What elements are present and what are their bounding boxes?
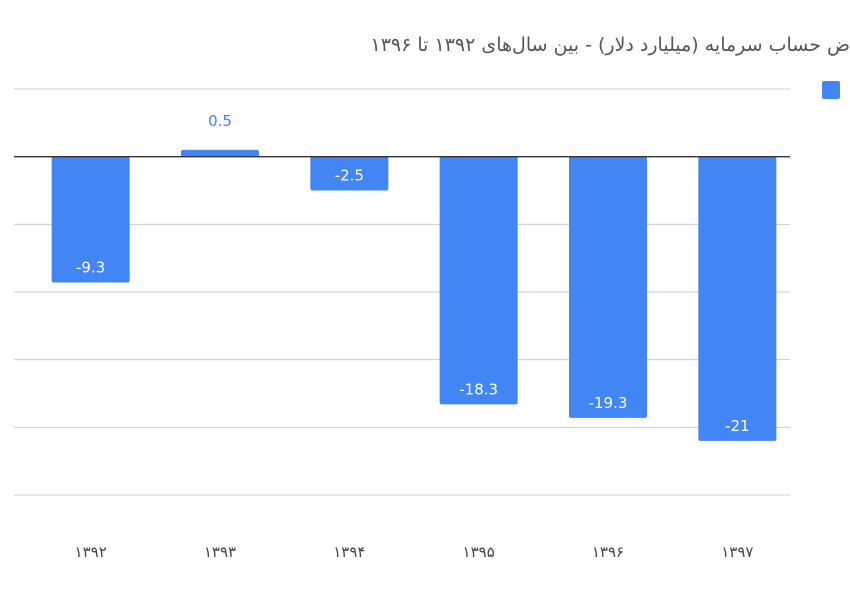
bars	[14, 149, 790, 441]
legend-swatch	[822, 81, 840, 99]
x-tick-label: ۱۳۹۲	[75, 543, 107, 561]
bar-۱۳۹۴	[310, 156, 389, 191]
bar-۱۳۹۳	[181, 149, 259, 157]
data-label: -2.5	[335, 167, 364, 185]
x-tick-label: ۱۳۹۷	[721, 543, 753, 561]
data-label: 0.5	[208, 112, 232, 130]
x-tick-label: ۱۳۹۳	[204, 543, 236, 561]
bar-۱۳۹۵	[439, 156, 518, 405]
data-label: -18.3	[459, 380, 498, 398]
data-label: -9.3	[76, 259, 105, 277]
bar-۱۳۹۶	[569, 156, 647, 418]
chart-title: ض حساب سرمایه (میلیارد دلار) - بین سال‌ه…	[370, 34, 850, 56]
x-tick-label: ۱۳۹۵	[463, 543, 495, 561]
data-labels: -9.3 0.5 -2.5 -18.3 -19.3 -21	[76, 112, 750, 435]
data-label: -19.3	[589, 394, 628, 412]
x-tick-labels: ۱۳۹۲ ۱۳۹۳ ۱۳۹۴ ۱۳۹۵ ۱۳۹۶ ۱۳۹۷	[75, 543, 754, 561]
bar-۱۳۹۷	[698, 156, 777, 441]
grid-lines	[14, 88, 790, 496]
x-tick-label: ۱۳۹۶	[592, 543, 624, 561]
x-tick-label: ۱۳۹۴	[333, 543, 365, 561]
data-label: -21	[725, 417, 750, 435]
bar-۱۳۹۲	[51, 156, 130, 283]
